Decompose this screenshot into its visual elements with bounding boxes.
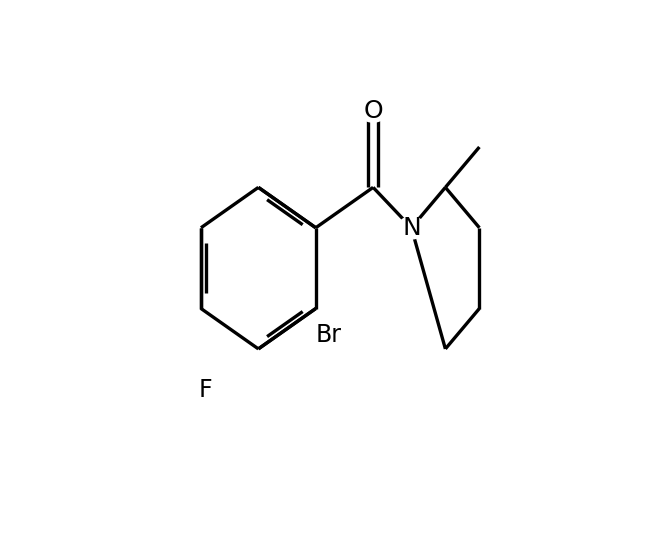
Text: N: N [402,216,421,240]
Ellipse shape [194,379,216,401]
Ellipse shape [304,323,353,346]
Ellipse shape [398,216,425,239]
Text: O: O [363,99,383,123]
Text: Br: Br [316,323,342,347]
Text: F: F [198,378,212,402]
Ellipse shape [359,100,387,122]
